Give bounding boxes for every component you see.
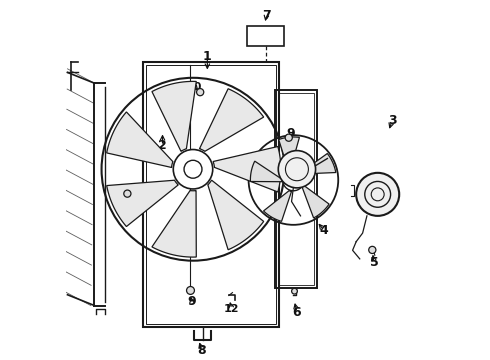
Bar [247,26,285,45]
Polygon shape [152,190,196,257]
Polygon shape [199,89,264,151]
Polygon shape [250,161,282,182]
Circle shape [285,134,293,141]
Text: 3: 3 [388,114,396,127]
Bar [275,90,317,288]
Circle shape [356,173,399,216]
Polygon shape [264,191,292,221]
Polygon shape [213,147,281,192]
Circle shape [368,246,376,253]
Text: 12: 12 [224,304,240,314]
Circle shape [196,89,204,96]
Polygon shape [107,180,178,226]
Text: 8: 8 [197,344,206,357]
Polygon shape [208,180,264,250]
Circle shape [124,190,131,197]
Circle shape [187,287,195,294]
Text: 5: 5 [370,256,378,269]
Circle shape [283,169,304,191]
Bar [143,62,279,327]
Circle shape [292,288,297,294]
Bar [278,93,314,285]
Text: 7: 7 [262,9,271,22]
Circle shape [173,149,213,189]
Text: 10: 10 [187,82,202,92]
Polygon shape [107,112,173,167]
Polygon shape [302,185,329,218]
Circle shape [278,150,316,188]
Bar [146,64,276,324]
Text: 6: 6 [293,306,301,319]
Polygon shape [152,81,196,151]
Polygon shape [301,153,336,174]
Text: 4: 4 [319,224,328,237]
Text: 1: 1 [203,50,212,63]
Text: 9: 9 [188,296,196,309]
Text: 11: 11 [115,193,130,203]
Text: 9: 9 [287,127,295,140]
Polygon shape [279,137,299,170]
Text: 2: 2 [158,139,167,152]
